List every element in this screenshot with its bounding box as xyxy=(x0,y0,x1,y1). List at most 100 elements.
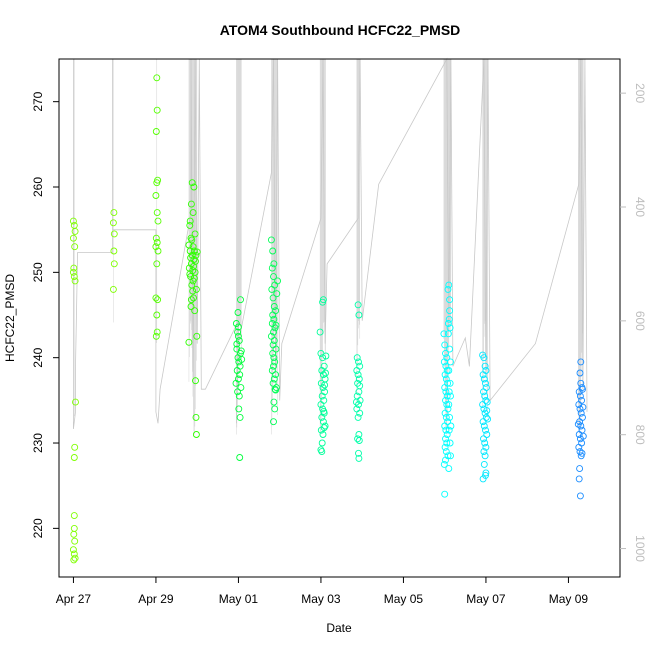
data-point xyxy=(270,375,278,383)
x-tick-label: Apr 27 xyxy=(56,592,92,606)
data-point xyxy=(153,311,161,319)
data-point xyxy=(153,239,161,246)
data-point xyxy=(355,311,363,319)
data-point xyxy=(186,270,194,278)
y-tick-label: 260 xyxy=(31,177,45,197)
data-point xyxy=(235,405,243,413)
data-point xyxy=(480,375,488,383)
data-point xyxy=(153,260,161,268)
data-point xyxy=(270,354,278,362)
y-tick-label: 270 xyxy=(31,91,45,111)
data-point xyxy=(187,303,195,310)
data-point xyxy=(152,128,160,135)
data-point xyxy=(109,219,117,227)
x-tick-label: May 05 xyxy=(384,592,424,606)
data-point xyxy=(443,439,451,447)
data-point xyxy=(70,530,78,538)
data-point xyxy=(270,315,278,323)
right-tick-label: 600 xyxy=(633,311,647,331)
data-point xyxy=(189,209,197,217)
data-point xyxy=(441,384,449,392)
data-point xyxy=(480,435,487,443)
data-point xyxy=(446,413,454,421)
data-point xyxy=(154,217,162,225)
data-point xyxy=(70,512,78,520)
data-point xyxy=(479,418,487,426)
data-point xyxy=(270,337,278,345)
data-point xyxy=(233,345,241,353)
data-point xyxy=(579,385,586,393)
data-point xyxy=(356,382,364,390)
data-point xyxy=(320,407,328,415)
data-point xyxy=(70,454,78,461)
data-point xyxy=(69,234,77,242)
data-point xyxy=(109,285,117,293)
data-point xyxy=(69,268,77,276)
flight-track-lines xyxy=(73,57,588,435)
plot-border xyxy=(58,58,621,578)
y-axis-label: HCFC22_PMSD xyxy=(3,274,17,362)
data-point xyxy=(442,349,449,357)
data-point xyxy=(482,426,489,434)
data-point xyxy=(320,424,328,432)
y-tick-label: 230 xyxy=(31,433,45,453)
data-point xyxy=(577,358,585,366)
data-point xyxy=(317,379,325,387)
data-point xyxy=(356,409,364,417)
data-point xyxy=(446,379,454,387)
data-point xyxy=(236,413,244,421)
data-point xyxy=(445,388,453,396)
data-point xyxy=(576,448,584,456)
data-point xyxy=(443,431,451,438)
data-point xyxy=(153,179,161,187)
data-point xyxy=(152,234,160,242)
data-point xyxy=(269,379,277,387)
data-point xyxy=(153,209,161,217)
data-point xyxy=(271,358,279,366)
data-point xyxy=(152,294,160,302)
right-tick-label: 200 xyxy=(633,83,647,103)
data-point xyxy=(318,413,326,421)
data-point xyxy=(154,296,162,304)
data-point xyxy=(355,358,362,366)
data-point xyxy=(447,392,454,400)
data-point xyxy=(272,321,280,329)
data-point xyxy=(446,307,454,315)
data-point xyxy=(70,264,78,272)
x-tick-label: Apr 29 xyxy=(138,592,174,606)
data-point xyxy=(442,413,450,421)
data-point xyxy=(442,375,450,383)
data-point xyxy=(574,420,582,428)
data-point xyxy=(442,426,450,434)
data-point xyxy=(445,281,453,289)
data-point xyxy=(440,330,448,338)
data-points xyxy=(69,74,587,564)
data-point xyxy=(356,362,364,370)
data-point xyxy=(232,379,240,387)
data-point xyxy=(232,320,240,327)
x-tick-label: May 07 xyxy=(466,592,506,606)
data-point xyxy=(186,221,194,229)
data-point xyxy=(442,456,449,464)
data-point xyxy=(481,392,489,400)
data-point xyxy=(442,435,449,443)
data-point xyxy=(187,200,195,208)
right-tick-label: 1000 xyxy=(633,535,647,562)
data-point xyxy=(482,413,490,421)
data-point xyxy=(319,371,327,379)
data-point xyxy=(481,362,489,370)
data-point xyxy=(442,388,450,396)
data-point xyxy=(446,439,454,447)
data-point xyxy=(445,426,453,434)
data-point xyxy=(190,183,198,191)
data-point xyxy=(189,287,197,295)
data-point xyxy=(237,347,245,355)
data-point xyxy=(270,418,277,426)
data-point xyxy=(193,332,201,340)
data-point xyxy=(234,354,242,362)
data-point xyxy=(71,277,79,285)
data-point xyxy=(71,443,79,451)
data-point xyxy=(187,296,195,304)
right-tick-label: 800 xyxy=(633,425,647,445)
data-point xyxy=(70,556,78,564)
